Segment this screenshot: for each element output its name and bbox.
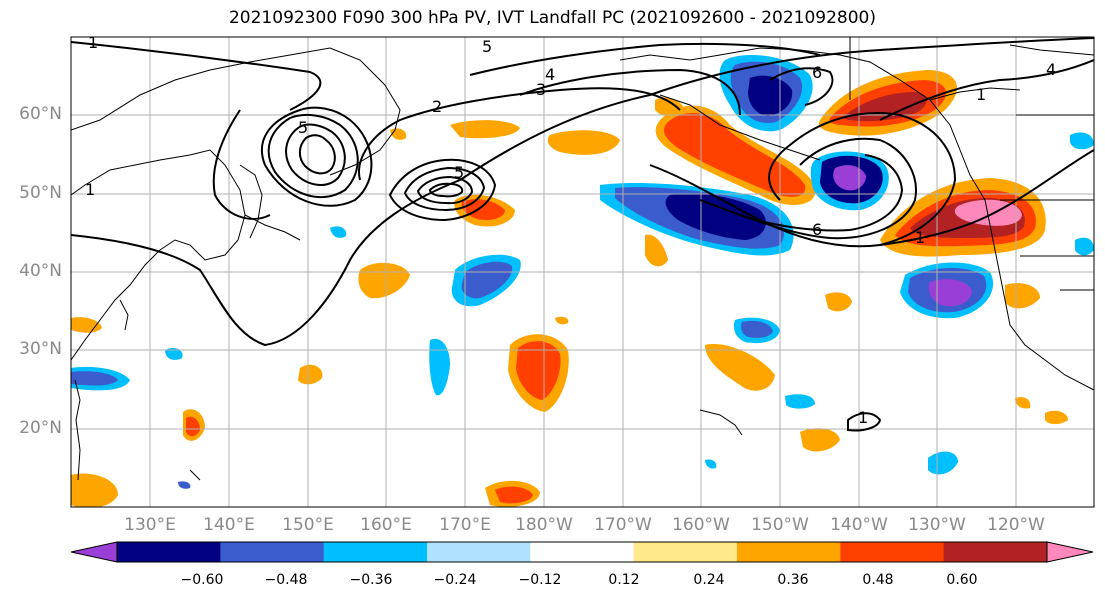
colorbar-segment <box>943 542 1048 562</box>
pv-label-5-b: 5 <box>298 118 308 137</box>
colorbar-segment <box>840 542 945 562</box>
lon-label-160w: 160°W <box>672 515 730 535</box>
colorbar-tick-label: 0.24 <box>693 572 725 588</box>
lon-label-130w: 130°W <box>908 515 966 535</box>
pv-label-1-e: 1 <box>858 408 868 427</box>
colorbar-segment <box>220 542 325 562</box>
pv-label-1-b: 1 <box>85 180 95 199</box>
pv-contours <box>71 37 1094 432</box>
colorbar-segment <box>117 542 221 562</box>
colorbar-tick-label: 0.12 <box>608 572 640 588</box>
lon-label-170e: 170°E <box>439 515 491 535</box>
pv-label-1-a: 1 <box>88 33 98 52</box>
lat-label-60n: 60°N <box>19 104 62 124</box>
pv-label-6-a: 6 <box>812 63 822 82</box>
lon-label-170w: 170°W <box>594 515 652 535</box>
colorbar-tick-label: 0.36 <box>777 572 809 588</box>
colorbar-tick-label: 0.60 <box>946 572 978 588</box>
colorbar-segment <box>737 542 841 562</box>
colorbar <box>70 541 1094 563</box>
lat-label-30n: 30°N <box>19 339 62 359</box>
pv-label-1-d: 1 <box>915 228 925 247</box>
lon-label-150w: 150°W <box>751 515 809 535</box>
lon-label-130e: 130°E <box>124 515 176 535</box>
pv-label-1-c: 1 <box>976 85 986 104</box>
colorbar-tick-label: 0.48 <box>862 572 894 588</box>
colorbar-segment <box>427 542 531 562</box>
pv-label-6-b: 6 <box>812 220 822 239</box>
colorbar-left-extend <box>70 541 118 563</box>
lon-label-140e: 140°E <box>203 515 255 535</box>
colorbar-tick-label: −0.36 <box>349 572 393 588</box>
colorbar-tick-label: −0.60 <box>180 572 224 588</box>
lon-label-140w: 140°W <box>830 515 888 535</box>
coastlines <box>71 37 1094 481</box>
lat-label-50n: 50°N <box>19 183 62 203</box>
lat-label-20n: 20°N <box>19 418 62 438</box>
lat-label-40n: 40°N <box>19 261 62 281</box>
colorbar-tick-label: −0.12 <box>518 572 562 588</box>
colorbar-segment <box>323 542 428 562</box>
pv-label-4-a: 4 <box>545 65 555 84</box>
colorbar-tick-label: −0.48 <box>264 572 308 588</box>
lon-label-160e: 160°E <box>360 515 412 535</box>
colorbar-tick-label: −0.24 <box>433 572 477 588</box>
pv-label-4-b: 4 <box>1046 60 1056 79</box>
pv-label-5-a: 5 <box>482 37 492 56</box>
colorbar-segment <box>530 542 635 562</box>
pv-label-3-a: 3 <box>536 80 546 99</box>
contour-labels: 1 1 2 3 4 5 5 6 6 5 4 1 1 1 <box>85 33 1056 427</box>
lon-label-150e: 150°E <box>282 515 334 535</box>
lon-label-180w: 180°W <box>515 515 573 535</box>
pv-label-5-c: 5 <box>454 163 464 182</box>
colorbar-segment <box>633 542 738 562</box>
map-title: 2021092300 F090 300 hPa PV, IVT Landfall… <box>228 8 876 28</box>
colorbar-right-extend <box>1046 541 1094 563</box>
pv-label-2-a: 2 <box>432 97 442 116</box>
lon-label-120w: 120°W <box>987 515 1045 535</box>
